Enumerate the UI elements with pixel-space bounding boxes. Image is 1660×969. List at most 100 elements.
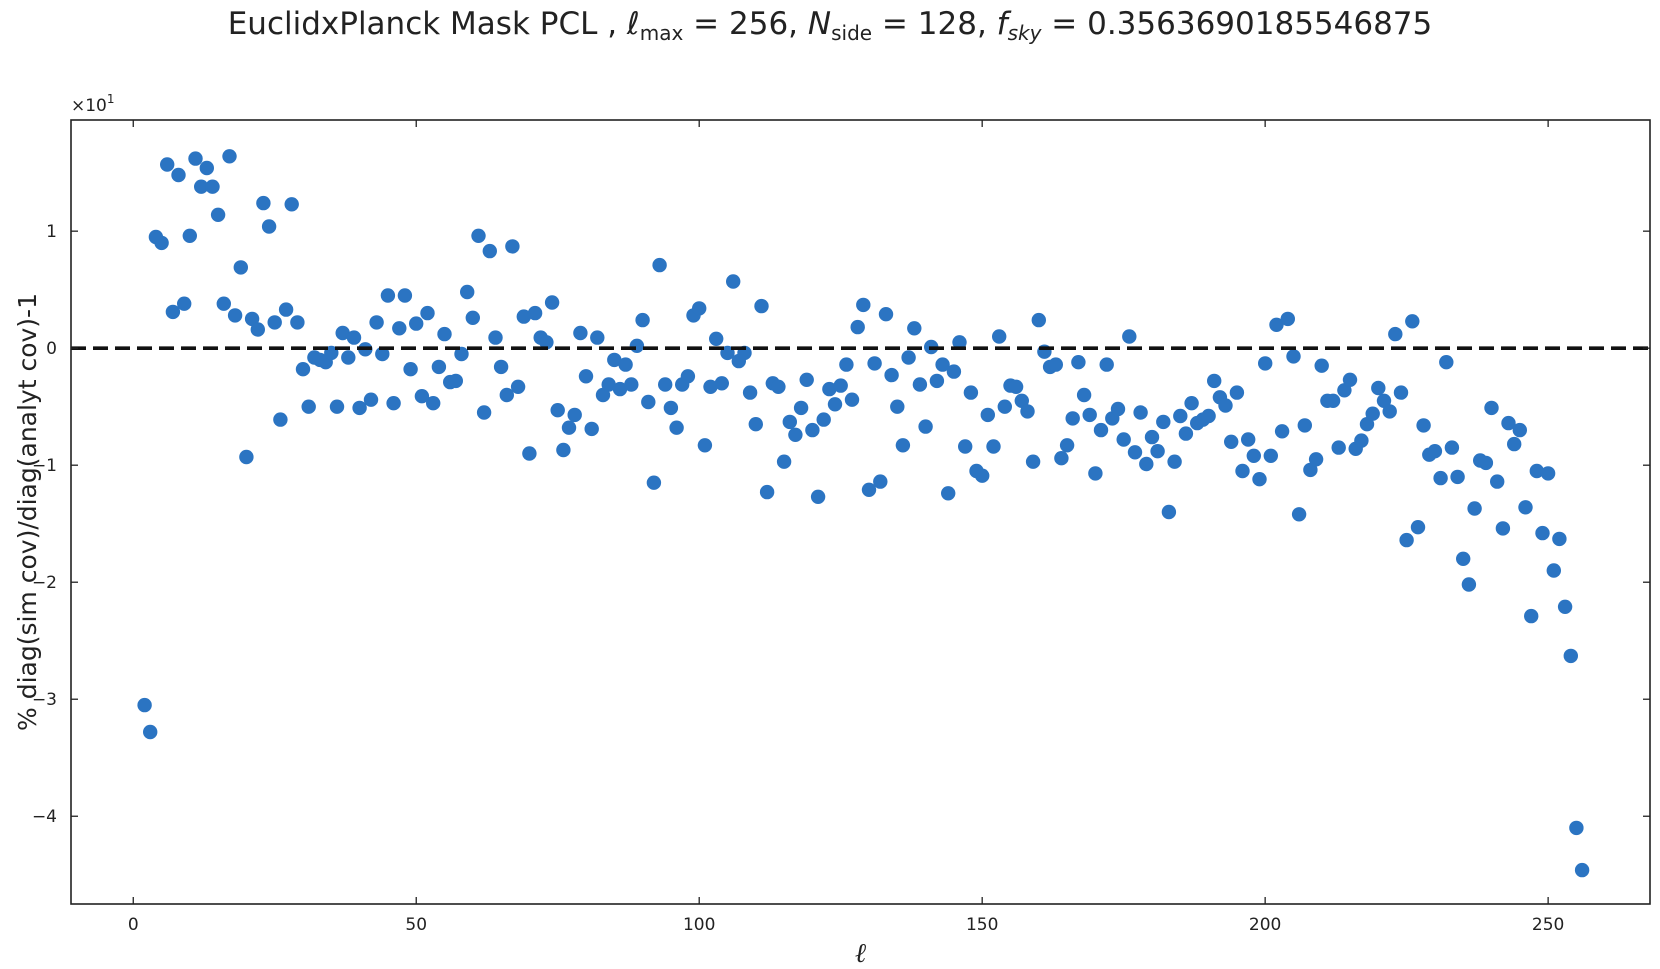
data-point [726, 274, 741, 289]
data-point [1031, 312, 1047, 328]
data-point [1150, 444, 1165, 459]
data-point [409, 316, 424, 331]
data-point [844, 392, 860, 407]
data-point [1467, 501, 1482, 516]
data-point [567, 407, 582, 423]
data-point [1410, 520, 1426, 535]
data-point [1490, 474, 1505, 489]
data-point [805, 422, 820, 438]
data-point [1574, 862, 1590, 878]
data-point [550, 403, 565, 418]
data-point [1088, 466, 1103, 481]
data-point [426, 396, 441, 411]
data-point [1325, 393, 1341, 408]
data-point [1286, 349, 1301, 364]
data-point [250, 322, 265, 337]
x-tick-label: 200 [1249, 915, 1281, 935]
data-point [448, 373, 463, 389]
data-point [941, 486, 956, 501]
data-point [375, 346, 390, 362]
data-point [1371, 380, 1386, 396]
data-point [1252, 472, 1267, 487]
data-point [1365, 406, 1380, 421]
data-point [1563, 648, 1579, 664]
data-point [641, 394, 656, 410]
data-point [850, 319, 865, 335]
y-tick-label: −4 [32, 807, 57, 827]
data-point [652, 257, 667, 273]
data-point [958, 439, 973, 454]
data-point [1388, 326, 1403, 342]
data-point [697, 438, 713, 453]
data-point [861, 482, 877, 497]
y-offset-base: ×10 [71, 96, 107, 116]
data-point [1241, 432, 1256, 447]
data-point [1014, 393, 1029, 408]
data-point [992, 329, 1007, 344]
data-point [1054, 451, 1069, 466]
data-point [1274, 424, 1290, 439]
y-tick-label: 0 [46, 339, 57, 359]
data-point [771, 379, 786, 394]
y-tick-label: −1 [32, 456, 57, 476]
y-offset-exponent: 1 [107, 92, 115, 106]
data-point [975, 468, 990, 483]
data-point [912, 377, 928, 392]
data-point [1144, 429, 1160, 445]
data-point [1025, 454, 1041, 469]
data-point [1071, 355, 1086, 370]
data-point [1518, 500, 1533, 515]
data-point [1156, 414, 1171, 430]
data-point [352, 400, 367, 416]
data-point [516, 309, 531, 324]
data-point [629, 338, 645, 353]
data-point [703, 379, 718, 394]
data-point [397, 288, 413, 303]
data-point [341, 350, 356, 365]
data-point [160, 157, 175, 172]
data-point [273, 412, 288, 427]
chart-title: EuclidxPlanck Mask PCL , ℓmax = 256, Nsi… [227, 6, 1433, 45]
data-point [788, 427, 803, 442]
data-point [918, 419, 933, 434]
chart-title-nside: 128 [917, 6, 977, 42]
data-point [1020, 404, 1035, 419]
data-point [295, 362, 311, 377]
data-point [714, 376, 729, 391]
data-point [709, 331, 724, 346]
x-tick-label: 50 [405, 915, 427, 935]
data-point [1450, 469, 1465, 485]
data-point [1314, 358, 1329, 373]
data-point [1535, 525, 1550, 541]
data-point [1546, 563, 1562, 578]
x-tick-label: 100 [683, 915, 715, 935]
data-point [963, 385, 979, 400]
data-point [165, 304, 181, 320]
data-point [256, 195, 271, 211]
data-point [986, 439, 1001, 454]
data-point [1416, 418, 1431, 433]
data-point [1110, 401, 1126, 417]
data-point [1557, 599, 1573, 614]
data-point [1393, 385, 1409, 400]
data-point [1376, 393, 1392, 408]
data-point [1342, 372, 1358, 387]
data-point [1173, 408, 1188, 424]
data-point [335, 325, 350, 341]
data-point [895, 438, 911, 453]
data-point [873, 474, 888, 489]
data-point [833, 378, 848, 393]
data-point [493, 359, 509, 375]
axis-ticks: 0 50 100 150 200 250 1 0 −1 −2 −3 −4 [32, 120, 1650, 935]
data-point [890, 399, 905, 414]
data-point [1354, 433, 1369, 448]
data-point [244, 311, 260, 327]
data-point [499, 387, 514, 403]
data-point [573, 325, 588, 341]
data-point [1263, 448, 1279, 463]
data-point [839, 357, 854, 372]
data-point [290, 315, 305, 330]
data-point [403, 362, 418, 377]
data-point [742, 385, 758, 400]
